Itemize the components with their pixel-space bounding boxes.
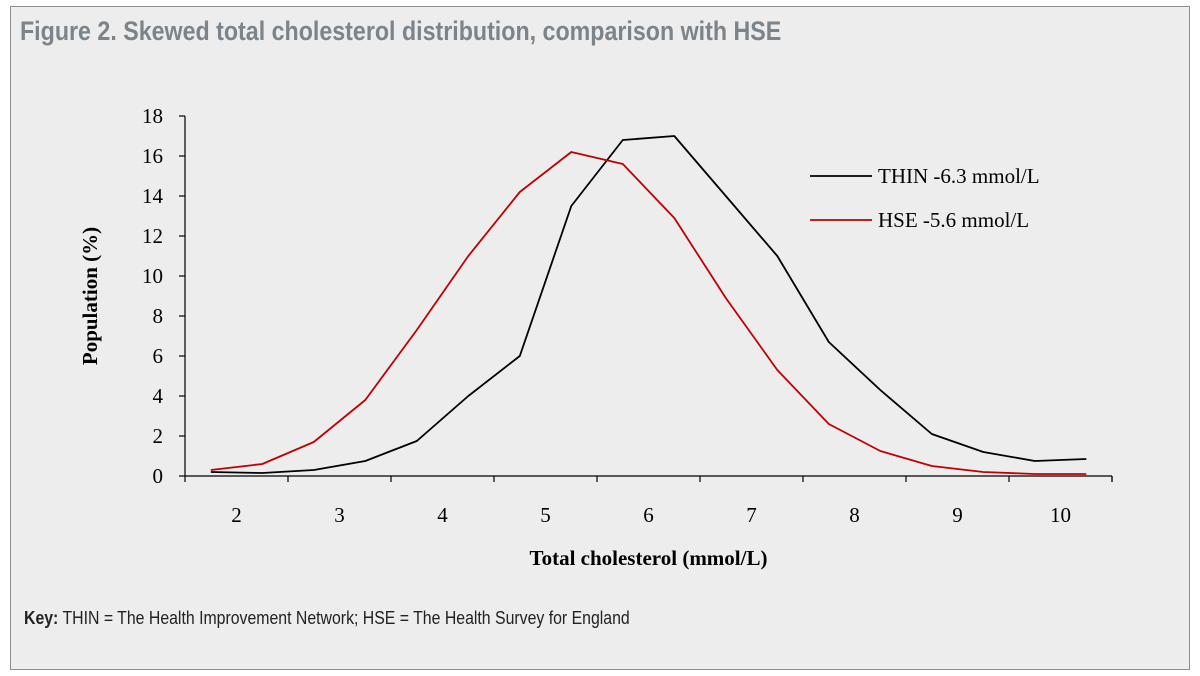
y-tick-label: 0 <box>153 464 164 488</box>
x-tick-label: 6 <box>643 503 654 527</box>
data-point-thin <box>622 139 624 141</box>
x-tick-label: 10 <box>1050 503 1071 527</box>
data-point-thin <box>1034 460 1036 462</box>
data-point-thin <box>261 472 263 474</box>
figure-key: Key: THIN = The Health Improvement Netwo… <box>24 608 630 629</box>
y-axis-title: Population (%) <box>78 227 102 365</box>
x-tick-label: 2 <box>231 503 242 527</box>
x-tick-label: 8 <box>849 503 860 527</box>
data-point-thin <box>879 389 881 391</box>
data-point-thin <box>313 469 315 471</box>
data-point-hse <box>673 217 675 219</box>
figure-title: Figure 2. Skewed total cholesterol distr… <box>20 16 782 46</box>
data-point-thin <box>1085 458 1087 460</box>
y-tick-label: 8 <box>153 304 164 328</box>
data-point-hse <box>313 441 315 443</box>
data-point-thin <box>519 355 521 357</box>
data-point-thin <box>467 395 469 397</box>
data-point-thin <box>570 205 572 207</box>
x-tick-label: 9 <box>952 503 963 527</box>
data-point-thin <box>828 341 830 343</box>
data-point-thin <box>673 135 675 137</box>
x-tick-label: 7 <box>746 503 757 527</box>
data-point-hse <box>776 369 778 371</box>
x-axis-title: Total cholesterol (mmol/L) <box>530 546 768 570</box>
x-tick-label: 4 <box>437 503 448 527</box>
y-tick-label: 18 <box>142 104 163 128</box>
figure-frame <box>10 6 1190 670</box>
data-point-hse <box>931 465 933 467</box>
data-point-hse <box>570 151 572 153</box>
key-label: Key: <box>24 608 59 628</box>
series-line-hse <box>210 151 1087 475</box>
y-tick-label: 10 <box>142 264 163 288</box>
data-point-hse <box>467 255 469 257</box>
data-point-thin <box>416 440 418 442</box>
y-tick-label: 16 <box>142 144 163 168</box>
y-tick-label: 12 <box>142 224 163 248</box>
data-point-hse <box>982 471 984 473</box>
x-tick-label: 5 <box>540 503 551 527</box>
data-point-hse <box>210 469 212 471</box>
data-point-hse <box>828 423 830 425</box>
data-point-hse <box>622 163 624 165</box>
data-point-hse <box>725 297 727 299</box>
data-point-thin <box>931 433 933 435</box>
data-point-thin <box>364 460 366 462</box>
legend-label-thin: THIN -6.3 mmol/L <box>878 164 1040 188</box>
x-tick-label: 3 <box>334 503 345 527</box>
data-point-thin <box>725 195 727 197</box>
key-text: THIN = The Health Improvement Network; H… <box>62 608 630 628</box>
data-point-hse <box>879 450 881 452</box>
legend-label-hse: HSE -5.6 mmol/L <box>878 208 1029 232</box>
y-tick-label: 6 <box>153 344 164 368</box>
y-tick-label: 14 <box>142 184 164 208</box>
data-point-hse <box>1034 473 1036 475</box>
data-point-hse <box>1085 473 1087 475</box>
data-point-hse <box>519 191 521 193</box>
y-tick-label: 4 <box>153 384 164 408</box>
data-point-hse <box>416 329 418 331</box>
data-point-hse <box>261 463 263 465</box>
series-line-thin <box>210 135 1087 474</box>
data-point-hse <box>364 399 366 401</box>
y-tick-label: 2 <box>153 424 164 448</box>
data-point-thin <box>982 451 984 453</box>
data-point-thin <box>776 255 778 257</box>
